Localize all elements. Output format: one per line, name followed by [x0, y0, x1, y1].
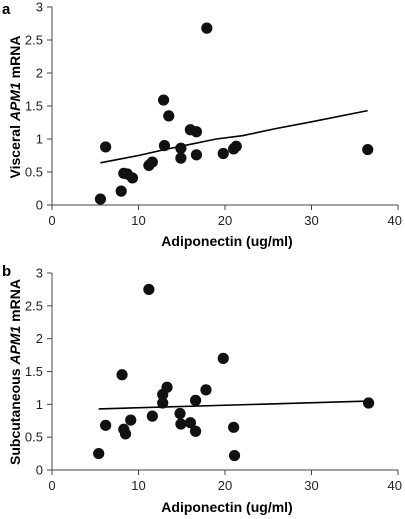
y-tick-label: 3: [36, 266, 43, 281]
panel-b-y-axis-title: Subcutaneous APM1 mRNA: [7, 279, 23, 465]
data-point: [100, 419, 112, 431]
data-point: [230, 140, 242, 152]
panel-a-y-axis-title: Visceral APM1 mRNA: [7, 36, 23, 179]
data-point: [116, 369, 128, 381]
data-point: [93, 447, 105, 460]
panel-b-x-axis-title: Adiponectin (ug/ml): [161, 499, 292, 515]
data-point: [190, 126, 203, 138]
panel-a-x-ticks: 0 10 20 30 40: [48, 213, 402, 228]
panel-a-axes: [47, 6, 399, 210]
y-tick-label: 1: [36, 397, 43, 412]
data-point: [157, 94, 170, 106]
panel-b-y-ticks: 0 0.5 1 1.5 2 2.5 3: [25, 266, 43, 478]
panel-a-x-axis-title: Adiponectin (ug/ml): [161, 233, 292, 249]
x-tick-label: 30: [304, 478, 318, 493]
data-point: [146, 156, 158, 168]
data-point: [189, 425, 202, 437]
trend-line: [100, 109, 368, 164]
data-point: [94, 193, 107, 205]
svg-text:Visceral APM1 mRNA: Visceral APM1 mRNA: [7, 36, 23, 179]
data-point: [157, 397, 169, 409]
data-point: [362, 143, 374, 156]
panel-a-trend: [100, 109, 368, 164]
panel-a-y-ticks: 0 0.5 1 1.5 2 2.5 3: [25, 0, 43, 213]
data-point: [158, 140, 171, 152]
data-point: [143, 283, 155, 296]
y-tick-label: 0: [36, 463, 43, 478]
y-tick-label: 1.5: [25, 364, 43, 379]
data-point: [163, 110, 175, 122]
data-point: [175, 418, 187, 430]
y-tick-label: 2: [36, 331, 43, 346]
x-tick-label: 40: [388, 213, 402, 228]
data-point: [184, 417, 196, 429]
data-point: [189, 394, 202, 406]
x-tick-label: 10: [131, 478, 145, 493]
data-point: [175, 142, 187, 154]
y-tick-label: 1.5: [25, 99, 43, 114]
y-tick-label: 3: [36, 0, 43, 15]
data-point: [174, 407, 186, 420]
panel-b-trend: [98, 400, 369, 410]
x-tick-label: 0: [48, 213, 55, 228]
data-point: [126, 172, 139, 184]
y-tick-label: 0: [36, 198, 43, 213]
data-point: [228, 449, 241, 462]
panel-b-label: b: [2, 263, 11, 280]
data-point: [146, 410, 158, 422]
panel-a-label: a: [2, 1, 11, 18]
panel-a-points: [94, 22, 374, 205]
x-tick-label: 30: [304, 213, 318, 228]
y-tick-label: 2.5: [25, 33, 43, 48]
y-tick-label: 2.5: [25, 298, 43, 313]
data-point: [125, 414, 137, 426]
panel-b-points: [93, 283, 375, 462]
x-tick-label: 40: [388, 478, 402, 493]
svg-text:Subcutaneous APM1 mRNA: Subcutaneous APM1 mRNA: [7, 279, 23, 465]
x-tick-label: 20: [218, 213, 232, 228]
data-point: [119, 428, 132, 440]
y-tick-label: 2: [36, 66, 43, 81]
data-point: [362, 397, 375, 409]
panel-b-axes: [47, 272, 399, 475]
data-point: [175, 152, 187, 164]
data-point: [201, 22, 213, 34]
data-point: [115, 185, 127, 197]
data-point: [217, 352, 229, 364]
y-tick-label: 0.5: [25, 430, 43, 445]
data-point: [190, 149, 203, 161]
data-point: [161, 381, 173, 393]
y-tick-label: 1: [36, 132, 43, 147]
data-point: [217, 147, 229, 160]
trend-line: [98, 400, 369, 410]
y-tick-label: 0.5: [25, 165, 43, 180]
data-point: [200, 384, 212, 396]
x-tick-label: 10: [131, 213, 145, 228]
x-tick-label: 20: [218, 478, 232, 493]
x-tick-label: 0: [48, 478, 55, 493]
data-point: [100, 141, 112, 153]
panel-b: b Subcutaneous APM1 mRNA Adiponectin (ug…: [2, 263, 402, 515]
panel-b-x-ticks: 0 10 20 30 40: [48, 478, 402, 493]
panel-a: a Visceral APM1 mRNA Adiponectin (ug/ml)…: [2, 0, 402, 249]
data-point: [228, 421, 240, 433]
